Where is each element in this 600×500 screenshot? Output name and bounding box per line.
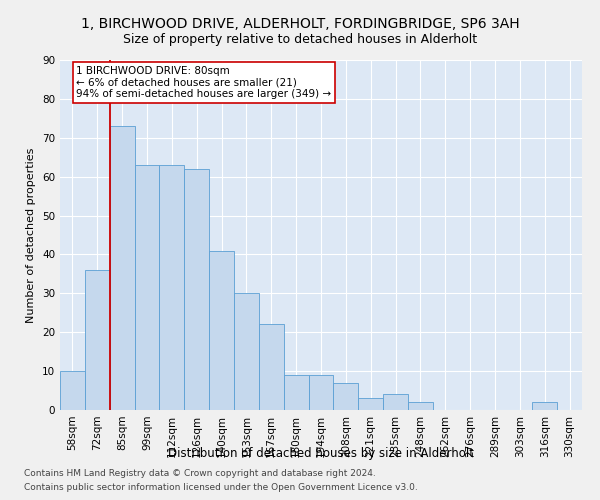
Bar bbox=[110, 126, 134, 410]
Bar bbox=[209, 250, 234, 410]
Bar bbox=[334, 383, 358, 410]
Text: Contains public sector information licensed under the Open Government Licence v3: Contains public sector information licen… bbox=[24, 484, 418, 492]
Bar bbox=[60, 371, 85, 410]
Bar bbox=[234, 294, 259, 410]
Bar bbox=[184, 169, 209, 410]
Bar bbox=[308, 375, 334, 410]
Bar bbox=[284, 375, 308, 410]
Bar bbox=[160, 165, 184, 410]
Bar bbox=[85, 270, 110, 410]
Bar bbox=[408, 402, 433, 410]
Text: 1 BIRCHWOOD DRIVE: 80sqm
← 6% of detached houses are smaller (21)
94% of semi-de: 1 BIRCHWOOD DRIVE: 80sqm ← 6% of detache… bbox=[76, 66, 331, 99]
Y-axis label: Number of detached properties: Number of detached properties bbox=[26, 148, 37, 322]
Bar bbox=[358, 398, 383, 410]
Text: Distribution of detached houses by size in Alderholt: Distribution of detached houses by size … bbox=[168, 448, 474, 460]
Bar bbox=[532, 402, 557, 410]
Text: Contains HM Land Registry data © Crown copyright and database right 2024.: Contains HM Land Registry data © Crown c… bbox=[24, 468, 376, 477]
Text: 1, BIRCHWOOD DRIVE, ALDERHOLT, FORDINGBRIDGE, SP6 3AH: 1, BIRCHWOOD DRIVE, ALDERHOLT, FORDINGBR… bbox=[80, 18, 520, 32]
Text: Size of property relative to detached houses in Alderholt: Size of property relative to detached ho… bbox=[123, 32, 477, 46]
Bar bbox=[383, 394, 408, 410]
Bar bbox=[259, 324, 284, 410]
Bar bbox=[134, 165, 160, 410]
